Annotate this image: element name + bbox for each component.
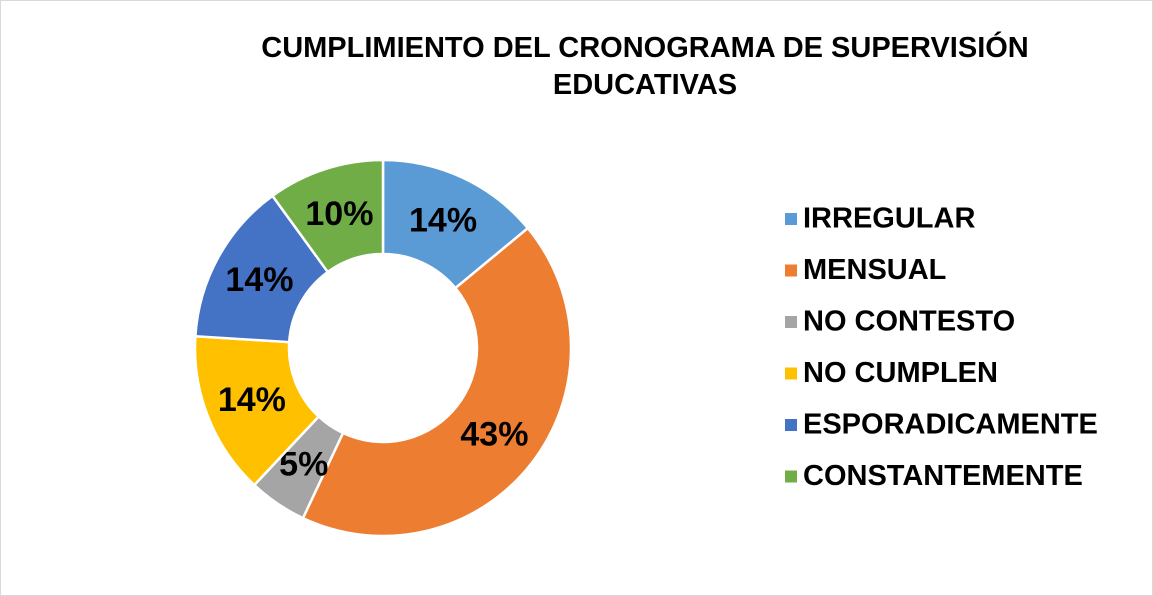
donut-slice bbox=[301, 226, 573, 538]
chart-title: CUMPLIMIENTO DEL CRONOGRAMA DE SUPERVISI… bbox=[261, 32, 1029, 101]
legend-label: IRREGULAR bbox=[803, 203, 975, 235]
legend-swatch bbox=[785, 419, 797, 431]
legend-swatch bbox=[785, 264, 797, 277]
legend-label: CONSTANTEMENTE bbox=[803, 460, 1083, 492]
legend-swatch bbox=[785, 316, 797, 328]
data-label: 14% bbox=[409, 201, 477, 239]
data-label: 14% bbox=[225, 261, 293, 299]
legend-label: NO CONTESTO bbox=[803, 306, 1015, 338]
data-label: 5% bbox=[279, 446, 328, 484]
legend-swatch bbox=[785, 367, 797, 380]
data-label: 10% bbox=[305, 195, 373, 233]
legend-label: ESPORADICAMENTE bbox=[803, 409, 1098, 441]
legend-label: NO CUMPLEN bbox=[803, 357, 998, 389]
data-label: 14% bbox=[218, 381, 286, 419]
donut-slice bbox=[270, 158, 385, 274]
legend-swatch bbox=[785, 470, 797, 483]
legend-swatch bbox=[785, 213, 797, 225]
data-label: 43% bbox=[460, 415, 528, 453]
legend-label: MENSUAL bbox=[803, 254, 946, 286]
